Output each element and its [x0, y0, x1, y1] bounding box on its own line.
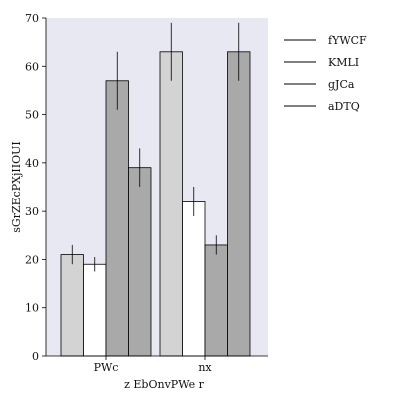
y-tick-label: 50 [25, 109, 39, 122]
y-tick-label: 20 [25, 253, 39, 266]
bar-fYWCF-nx [159, 51, 183, 357]
x-axis: PWc nx [46, 355, 268, 374]
y-tick-label: 10 [25, 302, 39, 315]
bar-aDTQ-nx [227, 51, 251, 357]
legend-label: gJCa [328, 78, 355, 91]
y-axis: 0 10 20 30 40 50 60 70 [25, 12, 47, 363]
bars-group [60, 22, 251, 357]
bar-KMLI-nx [182, 201, 206, 357]
x-tick-label: PWc [94, 361, 119, 374]
bar-gJCa-nx [204, 244, 228, 357]
y-tick-label: 60 [25, 60, 39, 73]
bar-KMLI-PWc [83, 263, 107, 357]
y-tick-label: 0 [32, 350, 39, 363]
legend: fYWCF KMLI gJCa aDTQ [284, 34, 367, 113]
y-axis-label: sGrZEcPXjIIOUI [10, 141, 23, 233]
y-tick-label: 30 [25, 205, 39, 218]
x-axis-label: z EbOnvPWe r [124, 378, 204, 391]
x-tick-label: nx [198, 361, 212, 374]
y-tick-label: 40 [25, 157, 39, 170]
legend-label: aDTQ [328, 100, 360, 113]
bar-aDTQ-PWc [128, 167, 152, 357]
legend-label: fYWCF [328, 34, 367, 47]
bar-fYWCF-PWc [60, 254, 84, 357]
bar-gJCa-PWc [105, 80, 129, 357]
y-tick-label: 70 [25, 12, 39, 25]
legend-label: KMLI [328, 56, 359, 69]
